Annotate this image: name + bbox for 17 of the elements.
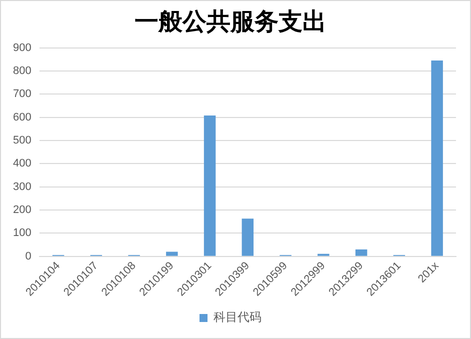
legend-label: 科目代码 (214, 310, 262, 324)
chart-title: 一般公共服务支出 (134, 8, 326, 36)
y-tick-label: 900 (12, 42, 32, 54)
bar (355, 249, 368, 256)
bar (431, 60, 443, 256)
y-tick-label: 200 (12, 204, 32, 216)
y-tick-label: 300 (12, 180, 32, 193)
y-tick-label: 800 (12, 65, 32, 78)
bar (242, 218, 254, 256)
y-tick-label: 100 (12, 227, 32, 240)
bar (204, 115, 216, 256)
y-tick-label: 0 (25, 250, 32, 262)
y-tick-label: 500 (12, 134, 32, 147)
y-tick-label: 600 (12, 111, 32, 124)
y-tick-label: 400 (12, 158, 32, 170)
bar (166, 252, 178, 256)
y-tick-label: 700 (12, 88, 32, 100)
